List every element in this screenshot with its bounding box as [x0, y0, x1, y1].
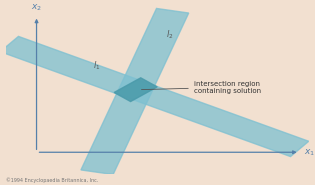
Text: $\mathit{l}_2$: $\mathit{l}_2$: [166, 28, 173, 41]
Polygon shape: [114, 78, 157, 102]
Text: ©1994 Encyclopaedia Britannica, Inc.: ©1994 Encyclopaedia Britannica, Inc.: [6, 177, 99, 183]
Text: $x_1$: $x_1$: [304, 147, 315, 157]
Text: $\mathit{l}_1$: $\mathit{l}_1$: [93, 59, 100, 72]
Polygon shape: [81, 9, 189, 174]
Polygon shape: [0, 36, 309, 157]
Text: $x_2$: $x_2$: [31, 3, 42, 13]
Text: intersection region
containing solution: intersection region containing solution: [141, 81, 261, 94]
